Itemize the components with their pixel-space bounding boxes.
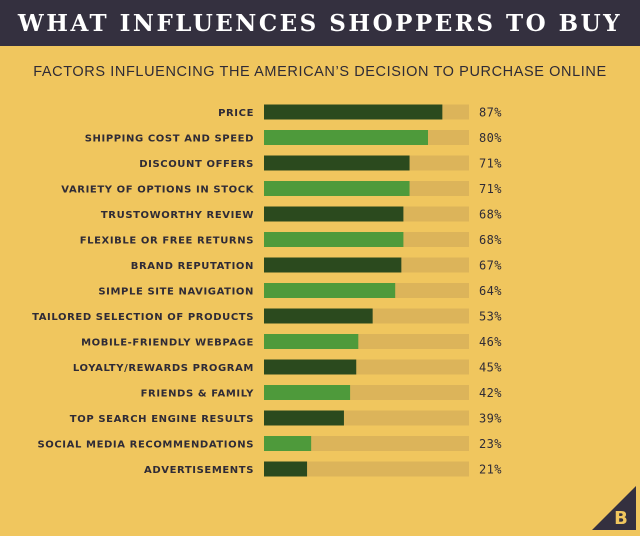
bar bbox=[264, 206, 404, 222]
b-triangle-logo-icon: B bbox=[592, 486, 636, 530]
bar-row: DISCOUNT OFFERS 71% bbox=[139, 155, 502, 171]
value-label: 21% bbox=[479, 463, 502, 477]
value-label: 68% bbox=[479, 208, 502, 222]
category-label: MOBILE-FRIENDLY WEBPAGE bbox=[81, 338, 254, 349]
bar bbox=[264, 461, 308, 477]
value-label: 80% bbox=[479, 131, 502, 145]
bar bbox=[264, 334, 359, 349]
bar bbox=[264, 436, 312, 451]
category-label: TOP SEARCH ENGINE RESULTS bbox=[70, 414, 254, 425]
bar-row: FRIENDS & FAMILY 42% bbox=[141, 385, 502, 400]
value-label: 67% bbox=[479, 259, 502, 273]
bar-row: SHIPPING COST AND SPEED 80% bbox=[85, 130, 502, 145]
svg-text:B: B bbox=[614, 508, 628, 529]
bar bbox=[264, 130, 428, 145]
category-label: SOCIAL MEDIA RECOMMENDATIONS bbox=[37, 440, 254, 451]
bar-track bbox=[264, 461, 469, 477]
bar-row: ADVERTISEMENTS 21% bbox=[144, 461, 502, 477]
bar-row: TRUSTOWORTHY REVIEW 68% bbox=[101, 206, 502, 222]
category-label: BRAND REPUTATION bbox=[131, 261, 254, 272]
chart-subtitle: FACTORS INFLUENCING THE AMERICAN’S DECIS… bbox=[33, 64, 607, 80]
bar-row: FLEXIBLE OR FREE RETURNS 68% bbox=[80, 232, 502, 247]
value-label: 87% bbox=[479, 106, 502, 120]
value-label: 23% bbox=[479, 437, 502, 451]
value-label: 39% bbox=[479, 412, 502, 426]
bar bbox=[264, 385, 351, 400]
bar bbox=[264, 283, 396, 298]
category-label: TRUSTOWORTHY REVIEW bbox=[101, 210, 254, 221]
bar-track bbox=[264, 436, 469, 451]
bar bbox=[264, 104, 443, 120]
bar bbox=[264, 410, 344, 426]
bar-row: VARIETY OF OPTIONS IN STOCK 71% bbox=[61, 181, 502, 196]
category-label: ADVERTISEMENTS bbox=[144, 465, 254, 476]
bar-row: MOBILE-FRIENDLY WEBPAGE 46% bbox=[81, 334, 502, 349]
bar bbox=[264, 359, 357, 375]
bar-row: SOCIAL MEDIA RECOMMENDATIONS 23% bbox=[37, 436, 502, 451]
value-label: 45% bbox=[479, 361, 502, 375]
category-label: FRIENDS & FAMILY bbox=[141, 389, 255, 400]
bar-row: TOP SEARCH ENGINE RESULTS 39% bbox=[70, 410, 502, 426]
category-label: SHIPPING COST AND SPEED bbox=[85, 134, 254, 145]
bar-row: BRAND REPUTATION 67% bbox=[131, 257, 502, 273]
value-label: 71% bbox=[479, 157, 502, 171]
category-label: LOYALTY/REWARDS PROGRAM bbox=[73, 363, 254, 374]
bar-row: LOYALTY/REWARDS PROGRAM 45% bbox=[73, 359, 502, 375]
bar-row: PRICE 87% bbox=[218, 104, 502, 120]
bar-row: TAILORED SELECTION OF PRODUCTS 53% bbox=[32, 308, 502, 324]
value-label: 68% bbox=[479, 233, 502, 247]
bar bbox=[264, 155, 410, 171]
bar bbox=[264, 308, 373, 324]
value-label: 46% bbox=[479, 335, 502, 349]
category-label: SIMPLE SITE NAVIGATION bbox=[98, 287, 254, 298]
page-title: WHAT INFLUENCES SHOPPERS TO BUY bbox=[17, 9, 623, 37]
bar bbox=[264, 181, 410, 196]
bar bbox=[264, 232, 404, 247]
title-banner: WHAT INFLUENCES SHOPPERS TO BUY bbox=[0, 0, 640, 46]
category-label: PRICE bbox=[218, 108, 254, 119]
category-label: VARIETY OF OPTIONS IN STOCK bbox=[61, 185, 254, 196]
category-label: TAILORED SELECTION OF PRODUCTS bbox=[32, 312, 254, 323]
bar bbox=[264, 257, 402, 273]
value-label: 64% bbox=[479, 284, 502, 298]
category-label: FLEXIBLE OR FREE RETURNS bbox=[80, 236, 254, 247]
value-label: 53% bbox=[479, 310, 502, 324]
value-label: 42% bbox=[479, 386, 502, 400]
value-label: 71% bbox=[479, 182, 502, 196]
category-label: DISCOUNT OFFERS bbox=[139, 159, 254, 170]
bar-row: SIMPLE SITE NAVIGATION 64% bbox=[98, 283, 502, 298]
